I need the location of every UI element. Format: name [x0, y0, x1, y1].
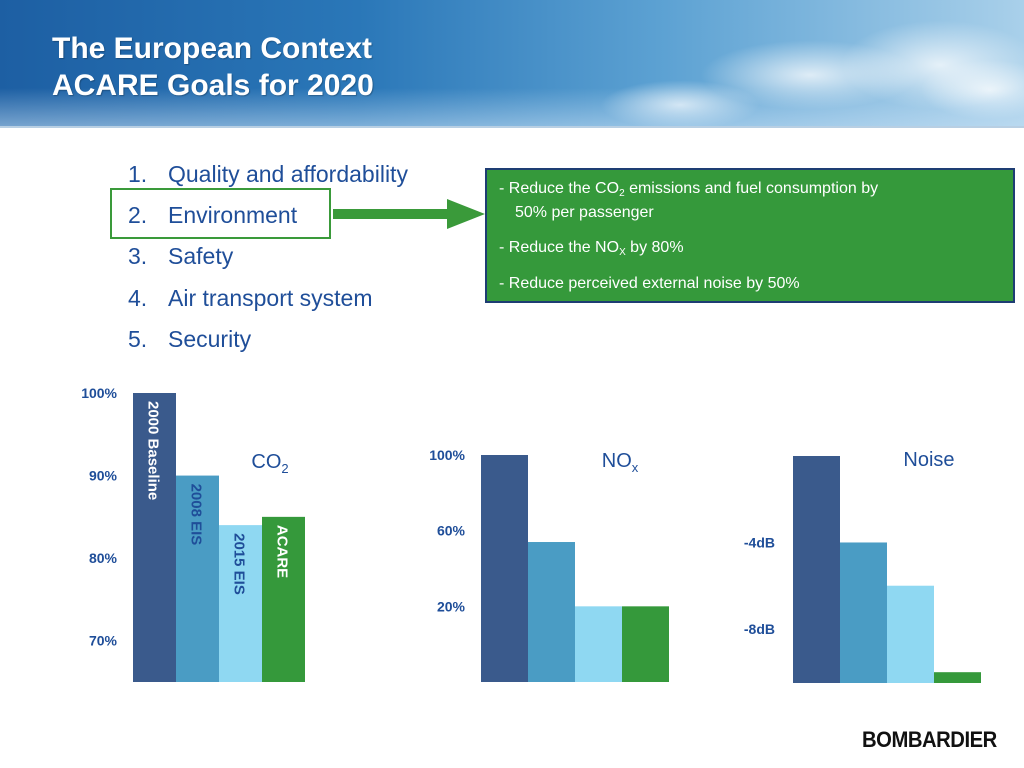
y-tick-label: 80% — [89, 550, 118, 566]
bar-2008-eis — [528, 542, 575, 682]
environment-highlight-box — [110, 188, 331, 239]
goal-number: 1. — [128, 161, 148, 187]
goal-number: 2. — [128, 202, 148, 228]
goal-label: Air transport system — [168, 285, 373, 311]
y-tick-label: 100% — [81, 385, 117, 401]
noise-chart: -4dB -8dB Noise — [744, 449, 981, 683]
bar-2015-eis — [887, 585, 934, 683]
goal-item-security: 5. Security — [128, 323, 448, 355]
target-co2-cont: 50% per passenger — [515, 204, 654, 221]
goal-label: Quality and affordability — [168, 161, 408, 187]
environment-targets-box: - Reduce the CO2 emissions and fuel cons… — [485, 168, 1015, 303]
chart-title: NOx — [602, 450, 639, 475]
goal-item-safety: 3. Safety — [128, 240, 448, 272]
co2-chart: 2000 Baseline 2008 EIS 2015 EIS ACARE 100% 90… — [81, 385, 305, 682]
bar-2000-baseline — [133, 393, 176, 682]
y-tick-label: 20% — [437, 598, 466, 614]
bar-2015-eis — [575, 606, 622, 682]
bar-acare — [622, 606, 669, 682]
chart-title: CO2 — [251, 451, 288, 476]
y-tick-label: 90% — [89, 468, 118, 484]
goal-label: Safety — [168, 243, 234, 269]
y-tick-label: 70% — [89, 633, 118, 649]
goal-item-environment: 2. Environment — [128, 199, 448, 231]
goal-label: Security — [168, 326, 252, 352]
bar-2008-eis — [840, 542, 887, 683]
goal-number: 3. — [128, 243, 148, 269]
page-title: The European Context ACARE Goals for 202… — [52, 30, 374, 104]
bar-2008-eis — [176, 475, 219, 682]
chart-title: Noise — [903, 449, 954, 471]
title-line-1: The European Context — [52, 32, 373, 65]
target-co2: - Reduce the CO2 emissions and fuel cons… — [499, 180, 879, 199]
bar-label: 2000 Baseline — [145, 401, 162, 500]
target-nox: - Reduce the NOX by 80% — [499, 239, 684, 258]
bar-acare — [262, 516, 305, 682]
y-tick-label: -8dB — [744, 621, 775, 637]
y-tick-label: 100% — [429, 447, 465, 463]
bar-2000-baseline — [481, 455, 528, 682]
goal-label: Environment — [168, 202, 298, 228]
y-tick-label: 60% — [437, 523, 466, 539]
target-noise: - Reduce perceived external noise by 50% — [499, 275, 800, 292]
arrow-right-icon — [447, 199, 485, 229]
nox-chart: 100% 60% 20% NOx — [429, 447, 669, 682]
y-tick-label: -4dB — [744, 534, 775, 550]
goal-item-quality: 1. Quality and affordability — [128, 158, 448, 190]
bombardier-logo: BOMBARDIER — [862, 727, 997, 752]
goal-item-air-transport: 4. Air transport system — [128, 282, 448, 314]
goal-number: 5. — [128, 326, 148, 352]
bar-label: 2015 EIS — [231, 533, 248, 595]
bar-label: ACARE — [274, 525, 291, 578]
title-line-2: ACARE Goals for 2020 — [52, 69, 374, 102]
header-divider — [0, 126, 1024, 128]
bar-acare — [934, 672, 981, 683]
arrow-shaft — [333, 209, 449, 219]
bar-label: 2008 EIS — [188, 484, 205, 546]
goal-number: 4. — [128, 285, 148, 311]
bar-2000-baseline — [793, 456, 840, 683]
header-banner — [0, 0, 1024, 128]
bar-2015-eis — [219, 525, 262, 682]
